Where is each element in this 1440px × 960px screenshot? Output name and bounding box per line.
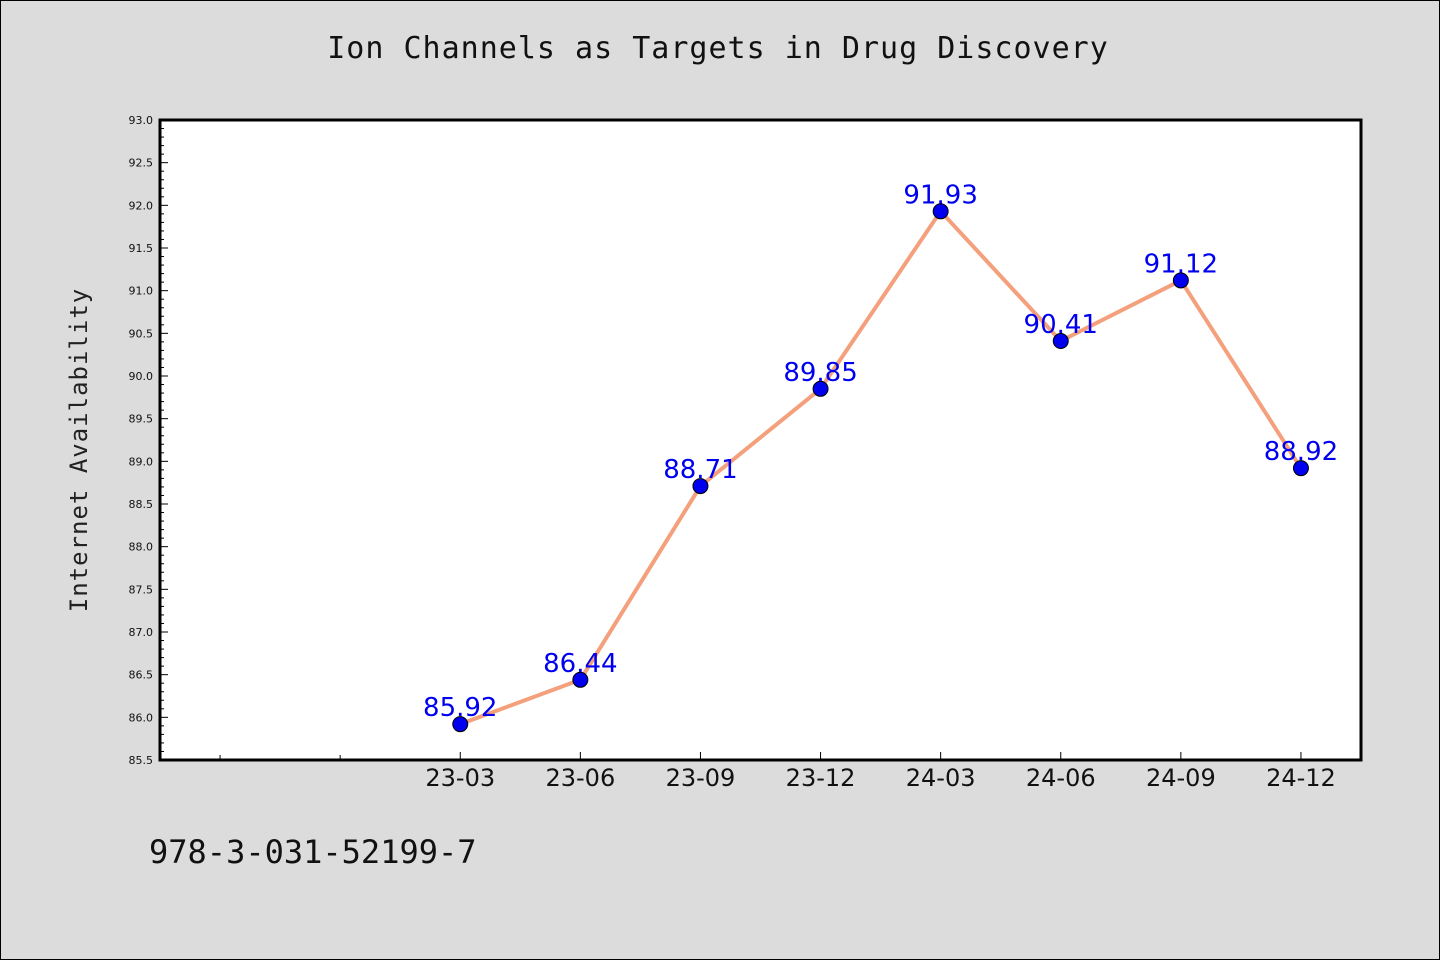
plot-frame bbox=[158, 118, 1363, 762]
y-tick-label: 92.0 bbox=[129, 199, 154, 212]
y-tick-label: 91.5 bbox=[129, 242, 154, 255]
y-tick-label: 86.5 bbox=[129, 669, 154, 682]
y-tick-label: 92.5 bbox=[129, 157, 154, 170]
y-tick-label: 93.0 bbox=[129, 114, 154, 127]
x-tick-label: 24-09 bbox=[1146, 764, 1216, 792]
data-point bbox=[1292, 460, 1309, 477]
data-point bbox=[1172, 272, 1189, 289]
data-point bbox=[812, 380, 829, 397]
y-tick-label: 87.5 bbox=[129, 583, 154, 596]
y-tick-label: 89.0 bbox=[129, 455, 154, 468]
y-tick-label: 87.0 bbox=[129, 626, 154, 639]
x-tick-label: 23-09 bbox=[666, 764, 736, 792]
y-axis-label: Internet Availability bbox=[65, 288, 93, 612]
data-label: 85.92 bbox=[423, 693, 497, 723]
x-tick-label: 23-03 bbox=[425, 764, 495, 792]
y-tick-label: 90.0 bbox=[129, 370, 154, 383]
data-point bbox=[452, 716, 469, 733]
data-label: 89.85 bbox=[783, 358, 857, 388]
data-point bbox=[932, 203, 949, 220]
x-tick-label: 24-12 bbox=[1266, 764, 1336, 792]
series-line bbox=[458, 209, 1303, 727]
y-tick-label: 88.0 bbox=[129, 541, 154, 554]
x-tick-label: 24-03 bbox=[906, 764, 976, 792]
y-tick-label: 90.5 bbox=[129, 327, 154, 340]
y-tick-label: 86.0 bbox=[129, 711, 154, 724]
data-point bbox=[1052, 333, 1069, 350]
y-tick-label: 89.5 bbox=[129, 413, 154, 426]
data-label: 86.44 bbox=[543, 649, 617, 679]
data-label: 91.12 bbox=[1144, 249, 1218, 279]
x-tick-label: 24-06 bbox=[1026, 764, 1096, 792]
chart-title: Ion Channels as Targets in Drug Discover… bbox=[327, 31, 1109, 66]
y-tick-label: 91.0 bbox=[129, 285, 154, 298]
data-label: 90.41 bbox=[1024, 310, 1098, 340]
y-tick-label: 88.5 bbox=[129, 498, 154, 511]
data-label: 91.93 bbox=[903, 180, 977, 210]
footer-code: 978-3-031-52199-7 bbox=[149, 833, 477, 871]
data-point bbox=[572, 671, 589, 688]
x-tick-label: 23-06 bbox=[545, 764, 615, 792]
data-label: 88.71 bbox=[663, 455, 737, 485]
y-tick-label: 85.5 bbox=[129, 754, 154, 767]
data-label: 88.92 bbox=[1264, 437, 1338, 467]
data-point bbox=[692, 478, 709, 495]
x-tick-label: 23-12 bbox=[786, 764, 856, 792]
